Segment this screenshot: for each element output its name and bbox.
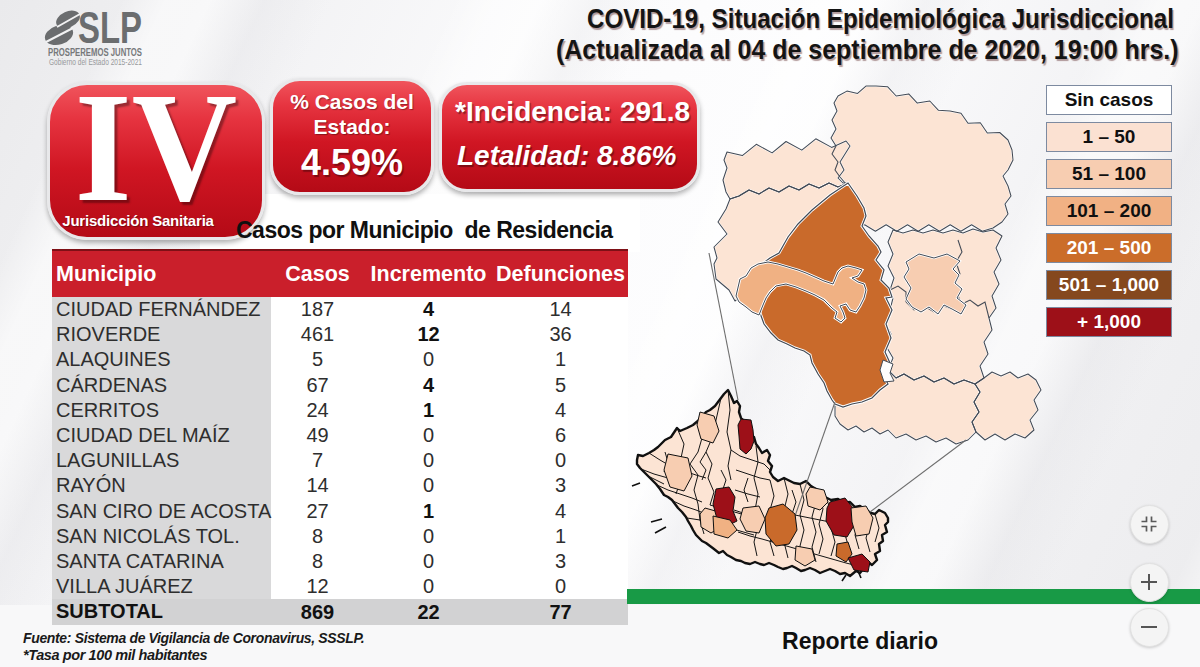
svg-text:PROSPEREMOS JUNTOS: PROSPEREMOS JUNTOS [48, 46, 142, 58]
